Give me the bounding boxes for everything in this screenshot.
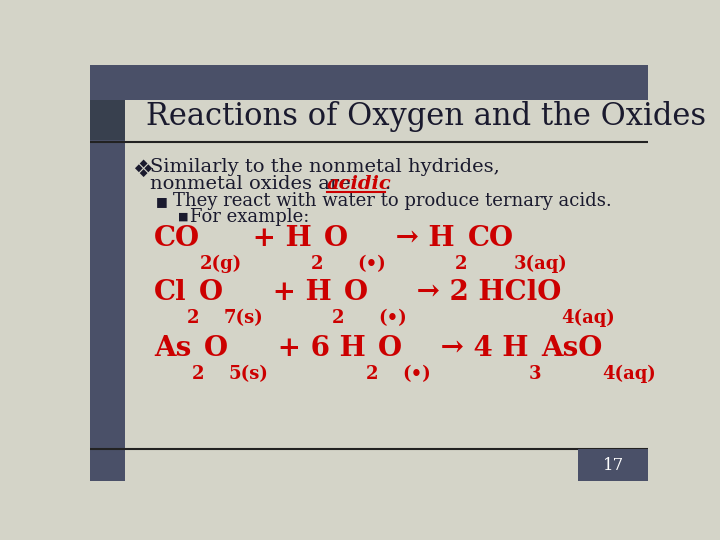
Text: Reactions of Oxygen and the Oxides: Reactions of Oxygen and the Oxides <box>145 102 706 132</box>
Text: 7(s): 7(s) <box>223 309 264 327</box>
Text: 2: 2 <box>332 309 344 327</box>
Text: acidic: acidic <box>327 175 392 193</box>
Text: + H: + H <box>264 279 332 306</box>
Text: 2(g): 2(g) <box>200 255 243 273</box>
Text: ❖: ❖ <box>132 158 153 181</box>
Text: 3: 3 <box>528 365 541 383</box>
Text: For example:: For example: <box>190 208 310 226</box>
Text: + H: + H <box>243 225 311 252</box>
Text: ■: ■ <box>156 195 168 208</box>
Text: They react with water to produce ternary acids.: They react with water to produce ternary… <box>173 192 611 210</box>
Text: 17: 17 <box>603 456 624 474</box>
Text: 2: 2 <box>186 309 199 327</box>
Bar <box>90 65 125 481</box>
Bar <box>90 65 648 100</box>
Text: CO: CO <box>467 225 513 252</box>
Text: (•): (•) <box>358 255 387 273</box>
Text: 2: 2 <box>455 255 467 273</box>
Text: ■: ■ <box>178 212 189 222</box>
Text: (•): (•) <box>378 309 407 327</box>
Text: O: O <box>324 225 358 252</box>
Text: As: As <box>154 335 192 362</box>
Text: → H: → H <box>387 225 455 252</box>
Text: Similarly to the nonmetal hydrides,: Similarly to the nonmetal hydrides, <box>150 158 500 176</box>
Text: .: . <box>384 175 391 193</box>
Text: nonmetal oxides are: nonmetal oxides are <box>150 175 357 193</box>
Text: 2: 2 <box>311 255 324 273</box>
Text: 2: 2 <box>192 365 204 383</box>
Text: 3(aq): 3(aq) <box>513 255 567 273</box>
Text: CO: CO <box>154 225 200 252</box>
Text: → 2 HClO: → 2 HClO <box>407 279 562 306</box>
Text: 4(aq): 4(aq) <box>562 309 615 327</box>
Text: 4(aq): 4(aq) <box>603 365 656 383</box>
Text: → 4 H: → 4 H <box>431 335 528 362</box>
Bar <box>578 449 648 481</box>
Text: AsO: AsO <box>541 335 603 362</box>
Text: O: O <box>204 335 228 362</box>
Text: O: O <box>344 279 378 306</box>
Text: Cl: Cl <box>154 279 186 306</box>
Text: (•): (•) <box>402 365 431 383</box>
Text: 2: 2 <box>366 365 378 383</box>
Bar <box>90 100 125 140</box>
Text: O: O <box>378 335 402 362</box>
Text: O: O <box>199 279 223 306</box>
Text: + 6 H: + 6 H <box>268 335 366 362</box>
Text: 5(s): 5(s) <box>228 365 268 383</box>
